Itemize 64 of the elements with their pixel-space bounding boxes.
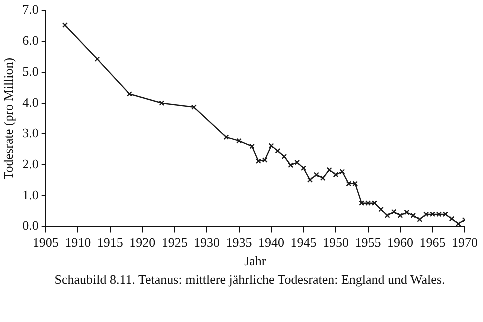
x-tick-label: 1965: [420, 235, 446, 250]
point: [268, 143, 274, 149]
point: [436, 212, 442, 218]
point: [391, 209, 397, 215]
point: [417, 216, 423, 222]
point: [236, 138, 242, 144]
y-tick-label: 5.0: [22, 64, 39, 79]
x-tick-label: 1940: [258, 235, 285, 250]
point: [314, 172, 320, 178]
x-tick-label: 1905: [32, 235, 59, 250]
point: [456, 221, 462, 227]
point: [326, 167, 332, 173]
point: [282, 154, 288, 160]
point: [384, 212, 390, 218]
point: [249, 144, 255, 150]
point: [378, 206, 384, 212]
point: [191, 104, 197, 110]
point: [410, 212, 416, 218]
point: [404, 210, 410, 216]
point: [262, 157, 268, 163]
point: [366, 200, 371, 206]
x-tick-label: 1915: [97, 235, 124, 250]
point: [340, 169, 346, 175]
point: [359, 200, 365, 206]
point: [442, 212, 448, 218]
point: [449, 216, 455, 222]
x-axis-title: Jahr: [244, 254, 267, 269]
y-tick-label: 3.0: [22, 126, 39, 141]
x-tick-label: 1910: [65, 235, 92, 250]
point: [430, 212, 436, 218]
y-axis-title: Todesrate (pro Million): [1, 58, 16, 180]
point: [288, 162, 294, 168]
y-tick-label: 7.0: [22, 2, 39, 18]
text: Schaubild 8.11. Tetanus: mittlere jährliche Todesraten: England und Wales.: [54, 272, 446, 288]
x-tick-label: 1920: [130, 235, 156, 250]
x-tick-label: 1955: [355, 235, 382, 250]
point: [424, 212, 430, 218]
point: [320, 176, 326, 182]
x-tick-label: 1960: [388, 235, 414, 250]
point: [294, 160, 300, 166]
point: [301, 166, 307, 172]
point: [333, 172, 339, 178]
x-tick-label: 1935: [226, 235, 252, 250]
y-tick-label: 1.0: [22, 187, 39, 202]
point: [94, 56, 100, 62]
y-tick-label: 6.0: [22, 33, 39, 48]
point: [275, 148, 281, 154]
x-tick-label: 1930: [194, 235, 220, 250]
point: [372, 200, 378, 206]
y-tick-label: 0.0: [22, 218, 39, 234]
y-tick-label: 2.0: [22, 156, 39, 172]
x-tick-label: 1970: [452, 235, 478, 250]
point: [308, 177, 313, 183]
point: [159, 100, 165, 106]
x-tick-label: 1950: [323, 235, 350, 250]
x-tick-label: 1925: [162, 235, 188, 250]
point: [224, 134, 230, 140]
point: [352, 181, 358, 187]
point: [256, 158, 262, 164]
point: [346, 181, 352, 187]
point: [398, 212, 404, 218]
x-tick-label: 1945: [290, 235, 317, 250]
point: [126, 91, 132, 97]
y-tick-label: 4.0: [22, 94, 39, 110]
